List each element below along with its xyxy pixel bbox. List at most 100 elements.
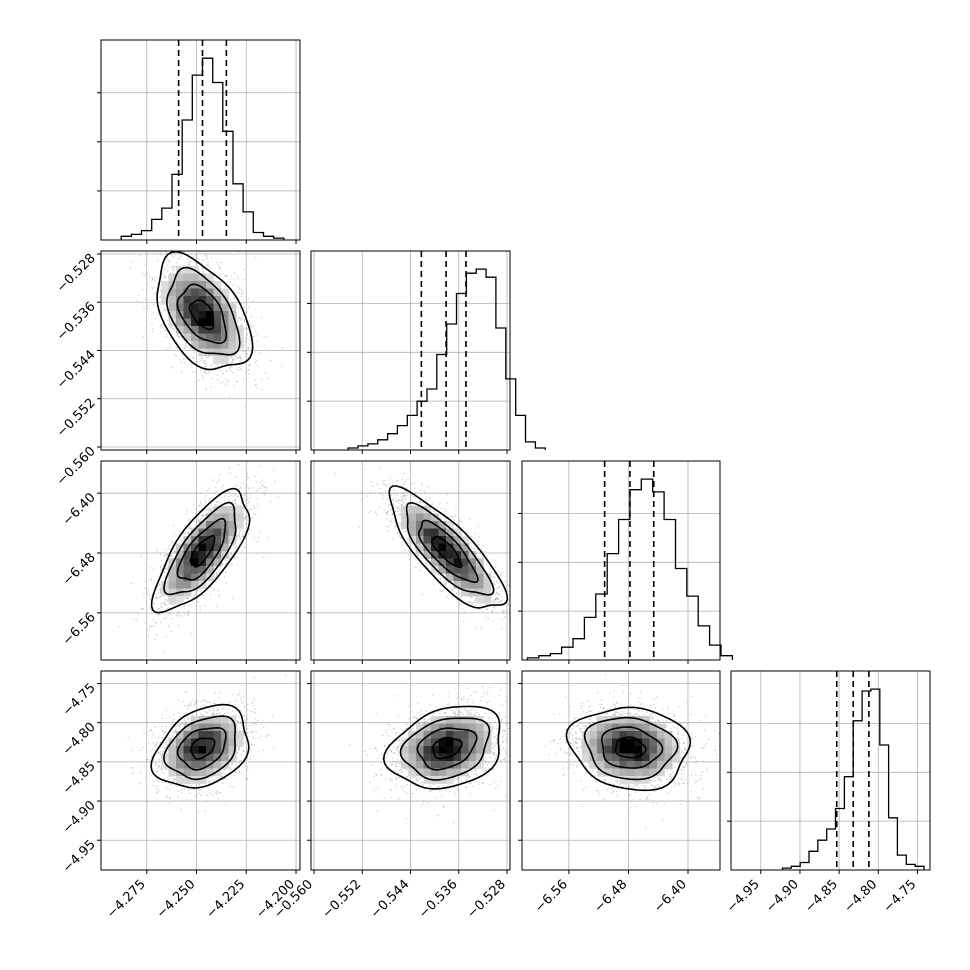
scatter-point — [668, 775, 671, 777]
scatter-point — [237, 727, 239, 730]
scatter-point — [254, 708, 256, 710]
scatter-point — [246, 475, 249, 477]
scatter-point — [244, 487, 247, 489]
scatter-point — [247, 731, 249, 734]
scatter-point — [184, 705, 186, 707]
scatter-point — [164, 276, 167, 278]
scatter-point — [427, 486, 430, 488]
scatter-point — [229, 766, 232, 768]
scatter-point — [216, 364, 218, 366]
scatter-point — [228, 763, 231, 766]
density-cell — [176, 738, 184, 747]
scatter-point — [217, 709, 219, 711]
density-cell — [228, 731, 237, 739]
scatter-point — [170, 326, 172, 328]
density-cell — [423, 543, 432, 552]
scatter-point — [464, 709, 467, 712]
scatter-point — [225, 370, 228, 372]
scatter-point — [491, 729, 494, 731]
density-cell — [213, 746, 222, 754]
scatter-point — [236, 752, 239, 754]
scatter-point — [575, 737, 577, 739]
density-cell — [431, 566, 439, 574]
scatter-point — [569, 742, 572, 745]
density-cell — [438, 558, 447, 567]
scatter-point — [220, 776, 222, 778]
scatter-point — [161, 303, 163, 305]
density-cell — [191, 543, 199, 552]
scatter-point — [575, 741, 577, 744]
scatter-point — [501, 610, 504, 612]
scatter-point — [520, 697, 522, 699]
density-cell — [453, 581, 462, 589]
density-cell — [228, 536, 237, 544]
scatter-point — [229, 472, 231, 474]
scatter-point — [462, 620, 465, 623]
scatter-point — [189, 527, 191, 530]
scatter-point — [204, 371, 207, 373]
scatter-point — [261, 719, 264, 721]
scatter-point — [204, 514, 207, 516]
scatter-point — [391, 513, 394, 515]
scatter-point — [159, 613, 161, 615]
density-cell — [176, 543, 184, 552]
scatter-point — [163, 747, 166, 750]
density-cell — [483, 738, 492, 747]
scatter-point — [198, 519, 200, 522]
scatter-point — [683, 742, 685, 744]
scatter-point — [182, 358, 185, 360]
scatter-point — [485, 603, 487, 606]
scatter-point — [154, 292, 156, 294]
scatter-point — [482, 611, 484, 613]
scatter-point — [185, 691, 188, 694]
scatter-point — [193, 595, 196, 598]
scatter-point — [231, 763, 233, 765]
density-cell — [401, 753, 409, 762]
scatter-point — [150, 286, 153, 288]
scatter-point — [690, 733, 693, 736]
scatter-point — [244, 406, 247, 408]
scatter-point — [224, 777, 226, 780]
scatter-point — [221, 773, 223, 776]
panel-grid — [146, 40, 297, 240]
scatter-point — [191, 363, 193, 365]
scatter-point — [415, 777, 417, 779]
scatter-point — [425, 561, 428, 564]
scatter-point — [565, 752, 568, 754]
density-cell — [168, 768, 177, 777]
scatter-point — [180, 255, 182, 258]
scatter-point — [472, 714, 475, 717]
scatter-point — [375, 712, 377, 714]
scatter-point — [262, 749, 264, 751]
scatter-point — [219, 792, 222, 794]
scatter-point — [413, 487, 416, 489]
density-cell — [168, 753, 177, 762]
scatter-point — [495, 580, 497, 583]
scatter-point — [183, 361, 186, 364]
hist-grid-y — [101, 92, 300, 192]
scatter-point — [255, 359, 258, 362]
scatter-point — [225, 582, 227, 584]
scatter-point — [494, 751, 496, 754]
density-cell — [198, 731, 207, 739]
scatter-point — [629, 714, 632, 716]
scatter-point — [654, 720, 657, 723]
scatter-point — [399, 513, 402, 516]
contour-line — [156, 251, 254, 371]
scatter-point — [448, 692, 451, 694]
scatter-point — [369, 510, 372, 513]
scatter-point — [641, 709, 644, 711]
scatter-point — [180, 808, 182, 811]
scatter-point — [576, 764, 578, 766]
scatter-point — [255, 330, 257, 332]
scatter-point — [666, 725, 669, 727]
scatter-point — [242, 535, 244, 537]
scatter-point — [395, 778, 397, 781]
density-cell — [468, 761, 477, 769]
scatter-point — [187, 532, 189, 535]
scatter-point — [201, 714, 203, 716]
density-cell — [183, 273, 192, 282]
scatter-point — [218, 267, 221, 270]
scatter-point — [580, 707, 582, 710]
scatter-point — [207, 261, 209, 264]
